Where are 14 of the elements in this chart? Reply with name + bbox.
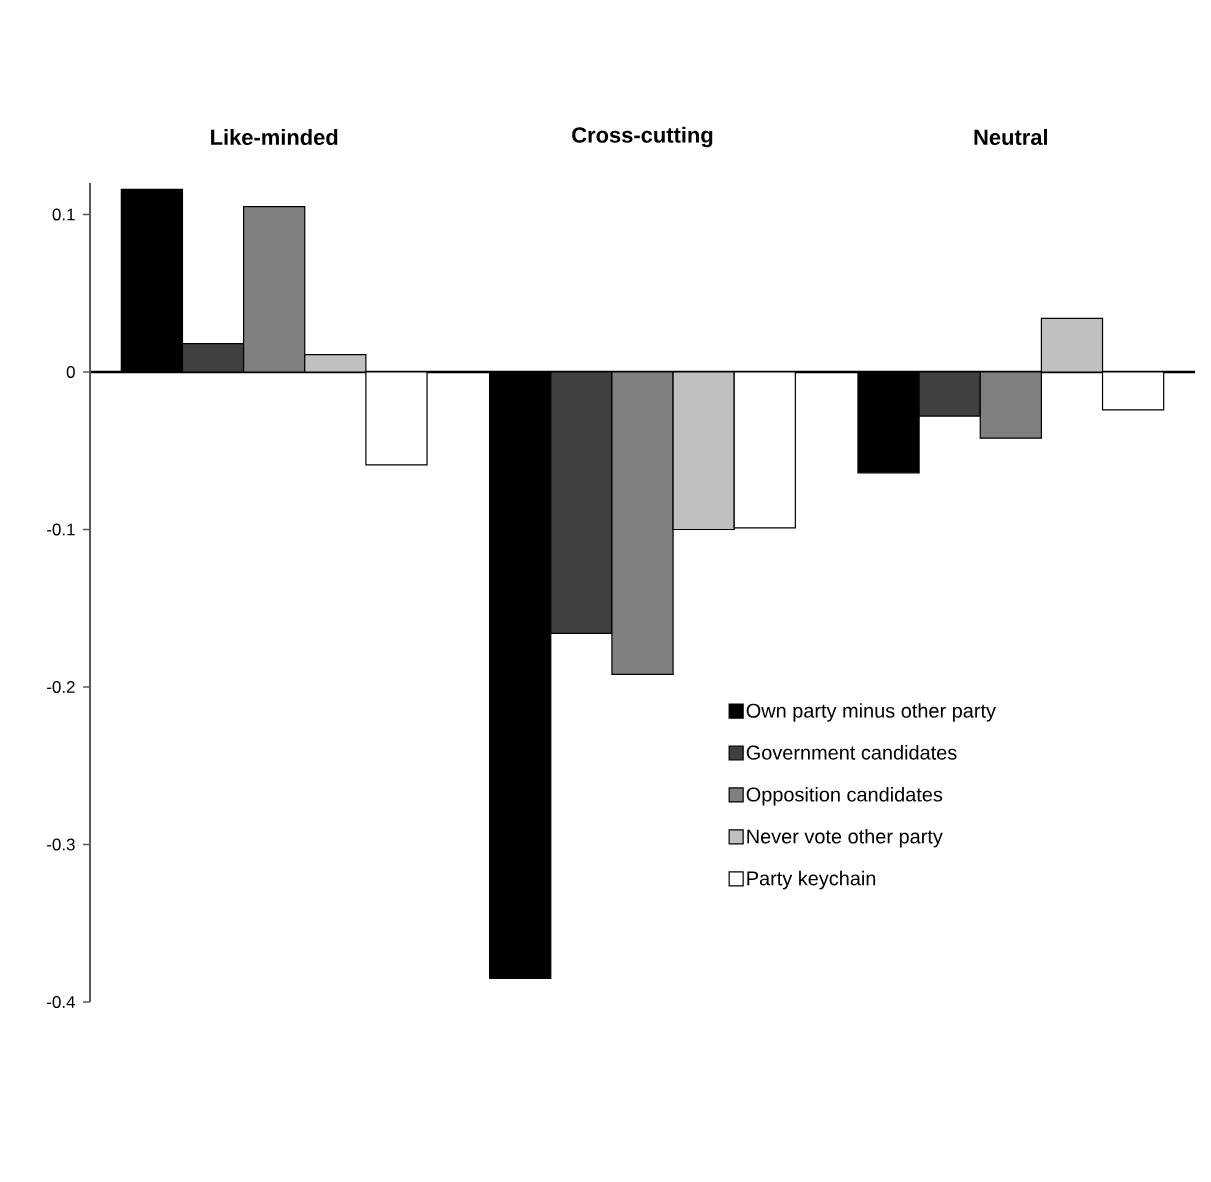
legend-label: Government candidates xyxy=(746,745,957,760)
legend-label: Party keychain xyxy=(747,870,876,890)
legend-label: Own party minus other party xyxy=(746,703,996,722)
legend-label: Never vote other party xyxy=(747,828,943,848)
y-tick-label: -0.2 xyxy=(47,680,75,693)
x-tick-label: Cross-cutting xyxy=(572,126,713,148)
y-tick-label: -0.1 xyxy=(47,523,75,536)
y-tick-label: -0.3 xyxy=(47,838,75,851)
y-tick-label: 0.1 xyxy=(52,208,75,221)
y-tick-label: 0 xyxy=(66,365,75,378)
x-tick-label: Like-minded xyxy=(211,128,338,146)
x-tick-label: Neutral xyxy=(974,128,1048,146)
y-tick-label: -0.4 xyxy=(47,995,75,1008)
legend-label: Opposition candidates xyxy=(746,786,943,806)
